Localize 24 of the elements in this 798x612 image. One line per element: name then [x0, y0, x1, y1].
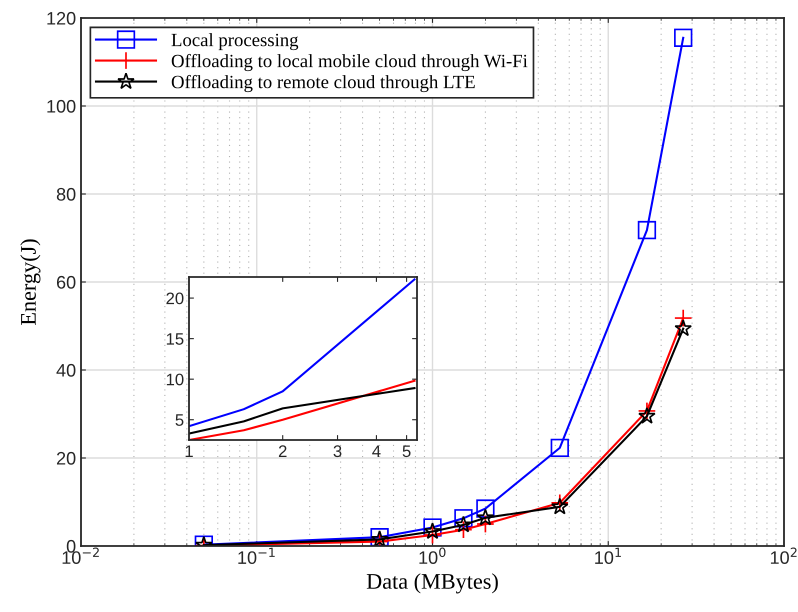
x-axis-title: Data (MBytes): [366, 573, 498, 594]
legend-label: Local processing: [172, 33, 298, 50]
y-axis-title: Energy(J): [20, 239, 40, 325]
y-tick-label: 120: [47, 12, 76, 25]
y-tick-label: 10: [166, 374, 184, 386]
y-tick-label: 20: [56, 452, 76, 465]
y-tick-label: 80: [56, 188, 76, 201]
x-tick-label: 2: [278, 445, 287, 457]
legend-label: Offloading to local mobile cloud through Wi-Fi: [172, 54, 528, 72]
x-tick-label: 10$^{−1}$: [238, 548, 275, 564]
x-tick-label: 1: [186, 445, 193, 457]
x-tick-label: 3: [334, 445, 342, 458]
y-tick-label: 60: [56, 276, 76, 289]
y-tick-label: 15: [166, 333, 184, 345]
x-tick-label: 10$^{0}$: [419, 548, 446, 564]
y-tick-label: 40: [56, 364, 76, 377]
legend-label: Offloading to remote cloud through LTE: [172, 74, 475, 92]
x-tick-label: 5: [402, 445, 411, 458]
y-tick-label: 20: [166, 292, 184, 304]
x-tick-label: 10$^{2}$: [770, 548, 797, 564]
x-tick-label: 10$^{1}$: [595, 548, 621, 564]
x-tick-label: 4: [372, 445, 381, 457]
y-tick-label: 5: [176, 414, 184, 426]
y-tick-label: 100: [47, 100, 76, 113]
